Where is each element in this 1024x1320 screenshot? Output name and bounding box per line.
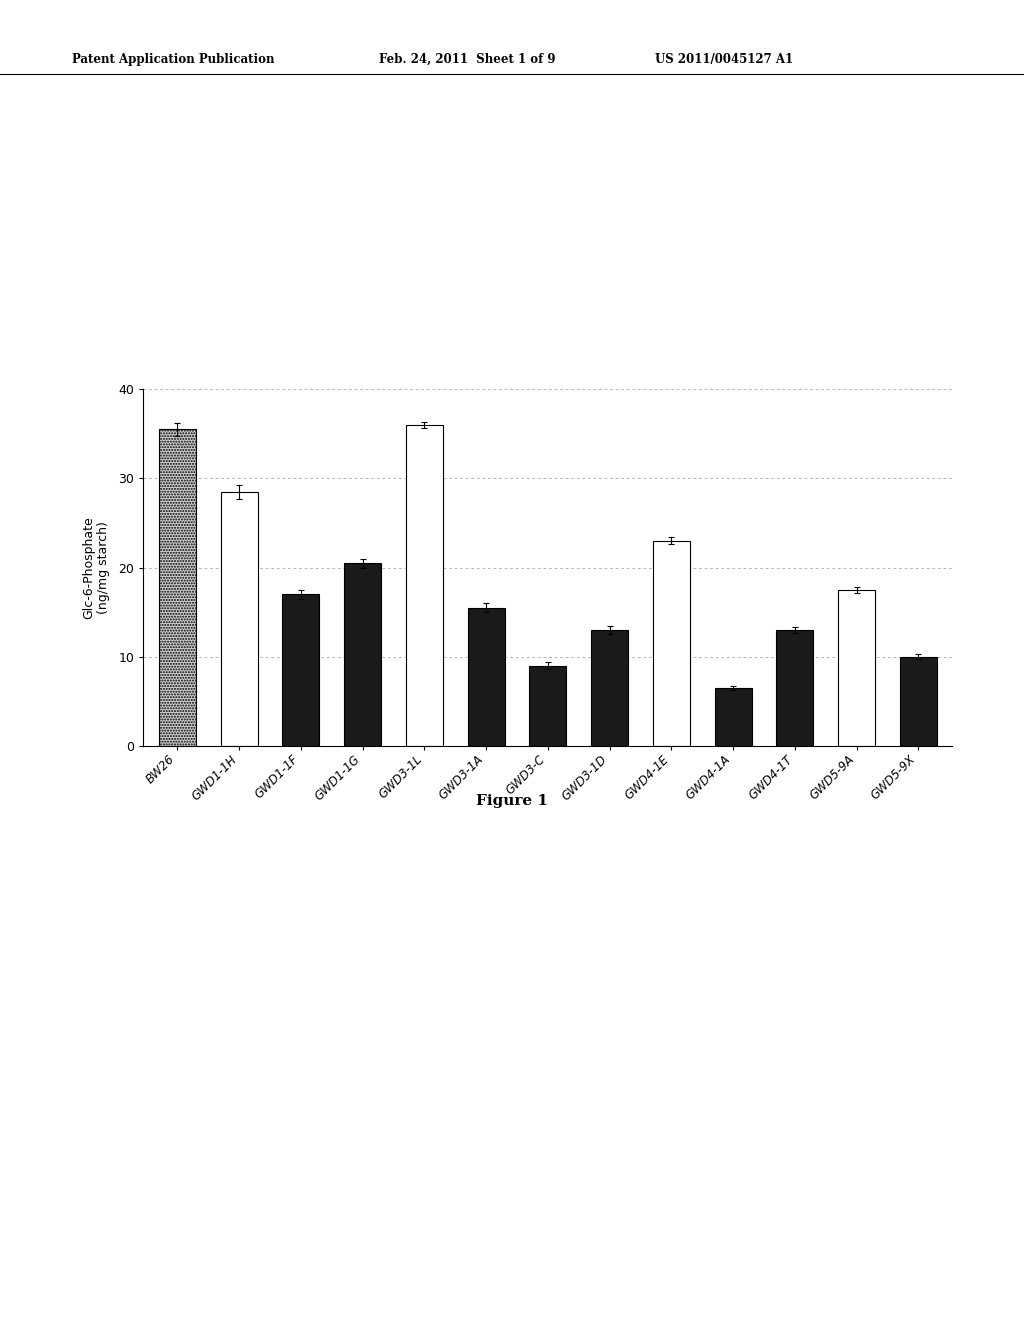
Text: Feb. 24, 2011  Sheet 1 of 9: Feb. 24, 2011 Sheet 1 of 9 — [379, 53, 555, 66]
Y-axis label: Glc-6-Phosphate
(ng/mg starch): Glc-6-Phosphate (ng/mg starch) — [82, 516, 111, 619]
Bar — [468, 607, 505, 746]
Bar — [591, 630, 628, 746]
Bar — [900, 656, 937, 746]
Text: Figure 1: Figure 1 — [476, 795, 548, 808]
Text: Patent Application Publication: Patent Application Publication — [72, 53, 274, 66]
Bar — [529, 665, 566, 746]
Bar — [406, 425, 442, 746]
Bar — [653, 541, 690, 746]
Bar — [283, 594, 319, 746]
Bar — [776, 630, 813, 746]
Bar — [344, 564, 381, 746]
Bar — [838, 590, 876, 746]
Bar — [220, 492, 258, 746]
Bar — [159, 429, 196, 746]
Bar — [715, 688, 752, 746]
Text: US 2011/0045127 A1: US 2011/0045127 A1 — [655, 53, 794, 66]
